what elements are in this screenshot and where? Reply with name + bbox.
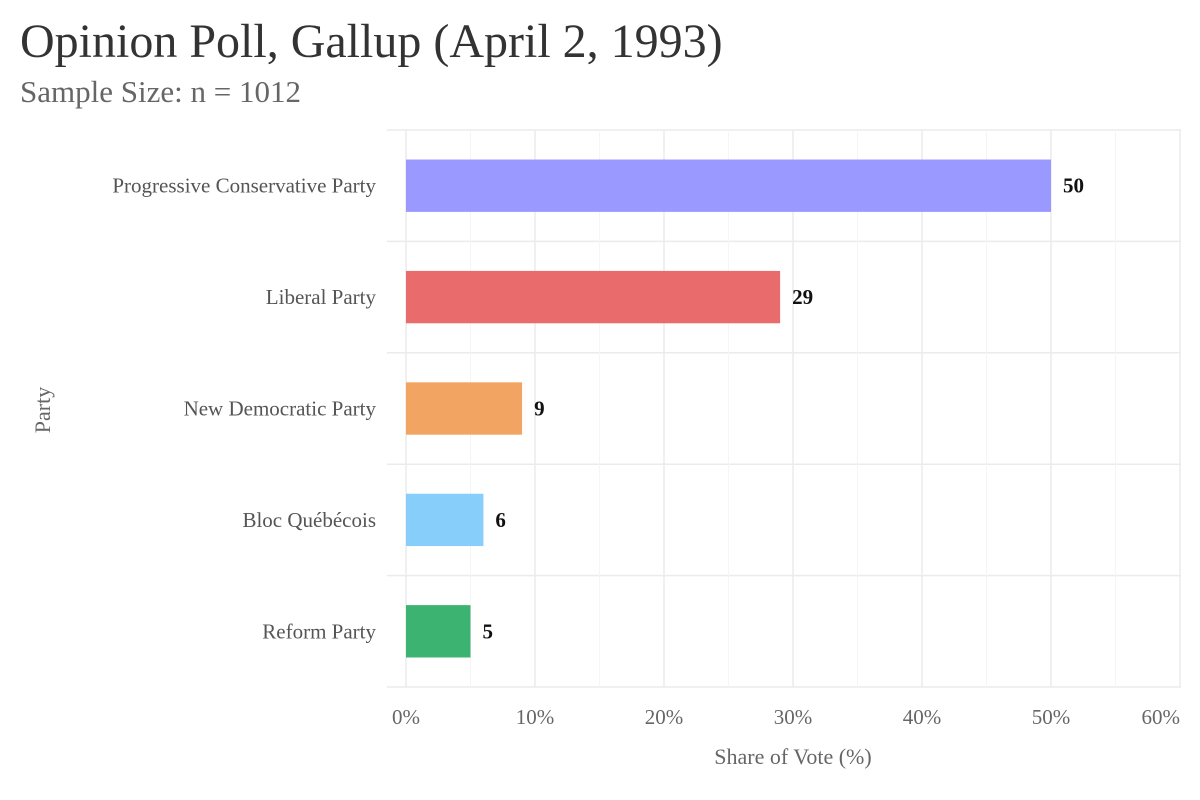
bar [406,493,484,547]
x-tick-label: 50% [1032,705,1071,729]
bar [406,605,471,658]
x-tick-label: 10% [516,705,555,729]
x-tick-label: 30% [774,705,813,729]
y-tick-label: Bloc Québécois [242,508,376,532]
x-tick-label: 40% [903,705,942,729]
value-label: 9 [534,397,545,421]
x-tick-label: 0% [392,705,420,729]
chart-title: Opinion Poll, Gallup (April 2, 1993) [20,15,723,68]
bars-group [406,159,1051,658]
x-tick-label: 20% [645,705,684,729]
x-axis-title: Share of Vote (%) [714,744,871,769]
value-label: 5 [483,619,494,643]
x-tick-labels: 0% 10% 20% 30% 40% 50% 60% [392,705,1180,729]
y-tick-label: Reform Party [262,619,376,643]
y-tick-label: Progressive Conservative Party [112,174,376,198]
y-tick-label: New Democratic Party [184,397,377,421]
bar [406,382,523,435]
bar [406,270,781,324]
bar [406,159,1051,212]
y-tick-label: Liberal Party [266,285,377,309]
value-label: 6 [495,508,506,532]
chart-subtitle: Sample Size: n = 1012 [20,74,301,109]
y-axis-title: Party [30,387,55,433]
x-tick-label: 60% [1142,705,1181,729]
y-tick-labels: Progressive Conservative Party Liberal Pa… [112,174,376,644]
value-label: 29 [792,285,813,309]
value-label: 50 [1063,174,1084,198]
value-labels: 50 29 9 6 5 [483,174,1085,644]
